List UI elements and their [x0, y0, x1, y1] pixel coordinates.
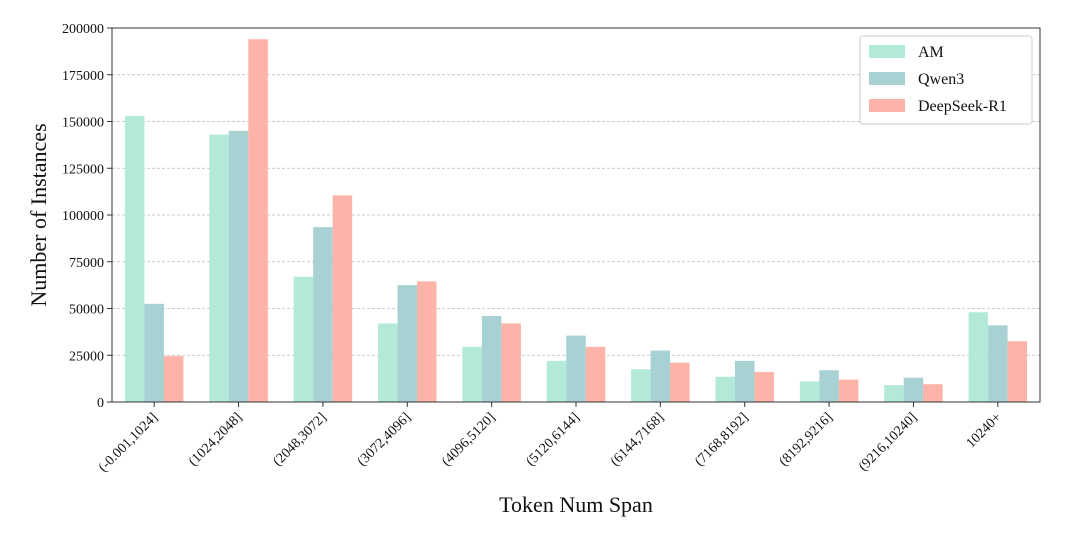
x-tick-label: 10240+: [964, 410, 1005, 451]
bar-am-4: [462, 346, 482, 402]
bar-qwen3-8: [819, 370, 839, 402]
y-tick-label: 100000: [62, 209, 104, 224]
bar-qwen3-4: [481, 315, 502, 402]
x-axis-label: Token Num Span: [499, 492, 653, 517]
bar-qwen3-6: [650, 350, 671, 402]
legend-swatch-qwen3: [869, 72, 905, 85]
bar-qwen3-1: [228, 130, 249, 402]
x-tick-label: (4096,5120]: [439, 410, 498, 469]
y-tick-label: 125000: [62, 162, 104, 177]
bar-deepseek-r1-6: [670, 362, 690, 402]
bar-qwen3-5: [566, 335, 586, 402]
bar-qwen3-10: [988, 325, 1008, 402]
x-tick-label: (8192,9216]: [777, 410, 836, 469]
bar-am-9: [884, 385, 904, 402]
y-tick-label: 50000: [69, 303, 104, 318]
bar-am-6: [631, 369, 651, 402]
bar-deepseek-r1-7: [754, 372, 774, 402]
bar-am-10: [968, 312, 989, 402]
bar-am-1: [209, 134, 229, 402]
bar-qwen3-2: [313, 227, 333, 402]
legend-label-deepseek-r1: DeepSeek-R1: [918, 98, 1007, 115]
bar-deepseek-r1-8: [838, 379, 859, 402]
x-tick-label: (6144,7168]: [608, 410, 667, 469]
bar-deepseek-r1-1: [248, 39, 268, 402]
x-tick-label: (1024,2048]: [186, 410, 245, 469]
legend-swatch-deepseek-r1: [869, 99, 905, 112]
y-tick-label: 25000: [69, 349, 104, 364]
y-tick-label: 175000: [62, 69, 104, 84]
legend-label-qwen3: Qwen3: [918, 71, 964, 88]
bar-deepseek-r1-0: [163, 356, 184, 402]
bar-deepseek-r1-4: [501, 323, 521, 402]
bar-am-0: [124, 115, 145, 402]
x-tick-label: (9216,10240]: [856, 410, 920, 474]
x-tick-label: (2048,3072]: [270, 410, 329, 469]
y-axis-label: Number of Instances: [26, 123, 51, 306]
bar-am-3: [378, 323, 398, 402]
bar-qwen3-0: [144, 303, 164, 402]
bar-deepseek-r1-9: [923, 384, 943, 402]
legend: AM Qwen3 DeepSeek-R1: [859, 35, 1033, 125]
y-tick-label: 0: [97, 396, 104, 411]
x-tick-label: (-0.001,1024]: [96, 410, 161, 475]
y-tick-label: 200000: [62, 22, 104, 37]
y-axis-ticks: 0 25000 50000 75000 100000 125000 150000 175000…: [62, 22, 112, 411]
x-tick-label: (7168,8192]: [692, 410, 751, 469]
bar-am-8: [799, 381, 820, 402]
bar-deepseek-r1-2: [332, 195, 353, 402]
bar-qwen3-7: [734, 360, 755, 402]
bar-am-5: [546, 360, 567, 402]
legend-swatch-am: [869, 45, 905, 58]
bars: [124, 39, 1028, 402]
bar-qwen3-3: [397, 285, 418, 402]
bar-am-2: [293, 276, 314, 402]
bar-deepseek-r1-10: [1007, 341, 1028, 402]
bar-deepseek-r1-3: [417, 281, 437, 402]
y-tick-label: 150000: [62, 116, 104, 131]
x-tick-label: (3072,4096]: [355, 410, 414, 469]
bar-deepseek-r1-5: [585, 346, 606, 402]
x-axis-ticks: (-0.001,1024] (1024,2048] (2048,3072] (3072…: [96, 402, 1005, 475]
x-tick-label: (5120,6144]: [524, 410, 583, 469]
legend-label-am: AM: [918, 44, 944, 61]
bar-qwen3-9: [903, 377, 924, 402]
bar-am-7: [715, 376, 735, 402]
y-tick-label: 75000: [69, 256, 104, 271]
